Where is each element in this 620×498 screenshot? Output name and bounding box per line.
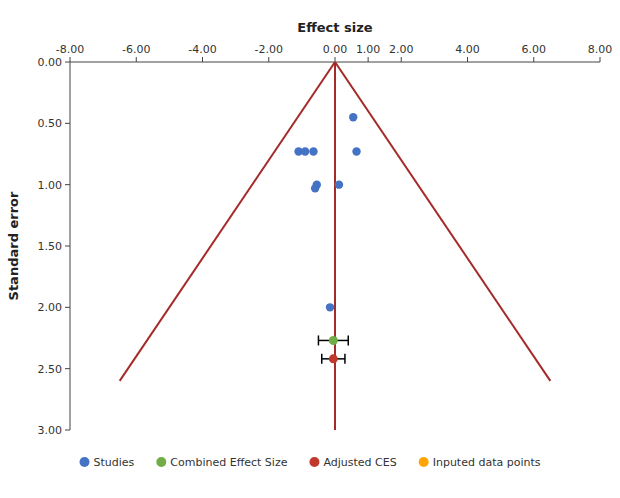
x-tick (401, 57, 402, 62)
reference-line (334, 62, 336, 430)
legend-marker (80, 457, 90, 467)
error-bar-cap (348, 335, 350, 345)
legend-label: Combined Effect Size (170, 456, 287, 469)
x-tick (533, 57, 534, 62)
y-tick (65, 368, 70, 369)
x-tick-label: 4.00 (455, 43, 480, 56)
point (329, 354, 338, 363)
x-tick (335, 57, 336, 62)
legend-label: Adjusted CES (323, 456, 396, 469)
x-tick-label: 0.00 (323, 43, 348, 56)
y-tick-label: 3.00 (38, 424, 63, 437)
legend-marker (309, 457, 319, 467)
y-tick-label: 0.50 (38, 117, 63, 130)
point (311, 184, 319, 192)
x-tick (467, 57, 468, 62)
x-tick-label: -8.00 (56, 43, 84, 56)
x-tick (368, 57, 369, 62)
y-tick (65, 246, 70, 247)
legend-marker (419, 457, 429, 467)
x-tick-label: -4.00 (188, 43, 216, 56)
x-tick (136, 57, 137, 62)
point (335, 180, 343, 188)
error-bar-cap (318, 335, 320, 345)
error-bar-cap (321, 354, 323, 364)
x-tick-label: -2.00 (255, 43, 283, 56)
x-tick-label: 8.00 (588, 43, 613, 56)
point (309, 147, 317, 155)
legend-item: Combined Effect Size (156, 456, 287, 469)
legend-item: Studies (80, 456, 135, 469)
x-tick-label: 2.00 (389, 43, 414, 56)
reference-line (120, 62, 335, 381)
x-tick (70, 57, 71, 62)
y-tick (65, 62, 70, 63)
point (329, 336, 338, 345)
y-tick (65, 184, 70, 185)
axes: -8.00 -6.00 -4.00 -2.00 0.00 1.00 2.00 4.00 6.00… (38, 43, 613, 437)
point (349, 113, 357, 121)
x-tick (268, 57, 269, 62)
y-tick-label: 2.50 (38, 363, 63, 376)
y-axis-label: Standard error (6, 191, 21, 300)
points (294, 113, 360, 364)
y-tick (65, 430, 70, 431)
point (352, 147, 360, 155)
reference-line (335, 62, 550, 381)
legend-marker (156, 457, 166, 467)
legend-label: Studies (94, 456, 135, 469)
x-tick-label: 6.00 (522, 43, 547, 56)
chart: -8.00 -6.00 -4.00 -2.00 0.00 1.00 2.00 4.00 6.00… (0, 0, 620, 498)
x-tick (600, 57, 601, 62)
y-tick-label: 1.50 (38, 240, 63, 253)
lines (120, 62, 551, 430)
x-tick-label: 1.00 (356, 43, 381, 56)
error-bar-cap (344, 354, 346, 364)
y-tick-label: 2.00 (38, 301, 63, 314)
point (301, 147, 309, 155)
error-bar (318, 335, 348, 345)
x-tick (202, 57, 203, 62)
y-tick (65, 123, 70, 124)
error-bar (322, 354, 345, 364)
legend: Studies Combined Effect Size Adjusted CES I… (80, 456, 541, 469)
plot-area (120, 62, 551, 430)
x-tick-label: -6.00 (122, 43, 150, 56)
legend-label: Inputed data points (433, 456, 541, 469)
point (326, 303, 334, 311)
background (0, 0, 620, 498)
y-tick (65, 307, 70, 308)
legend-item: Inputed data points (419, 456, 541, 469)
y-tick-label: 0.00 (38, 56, 63, 69)
legend-item: Adjusted CES (309, 456, 396, 469)
y-tick-label: 1.00 (38, 179, 63, 192)
x-axis-label: Effect size (297, 20, 372, 35)
